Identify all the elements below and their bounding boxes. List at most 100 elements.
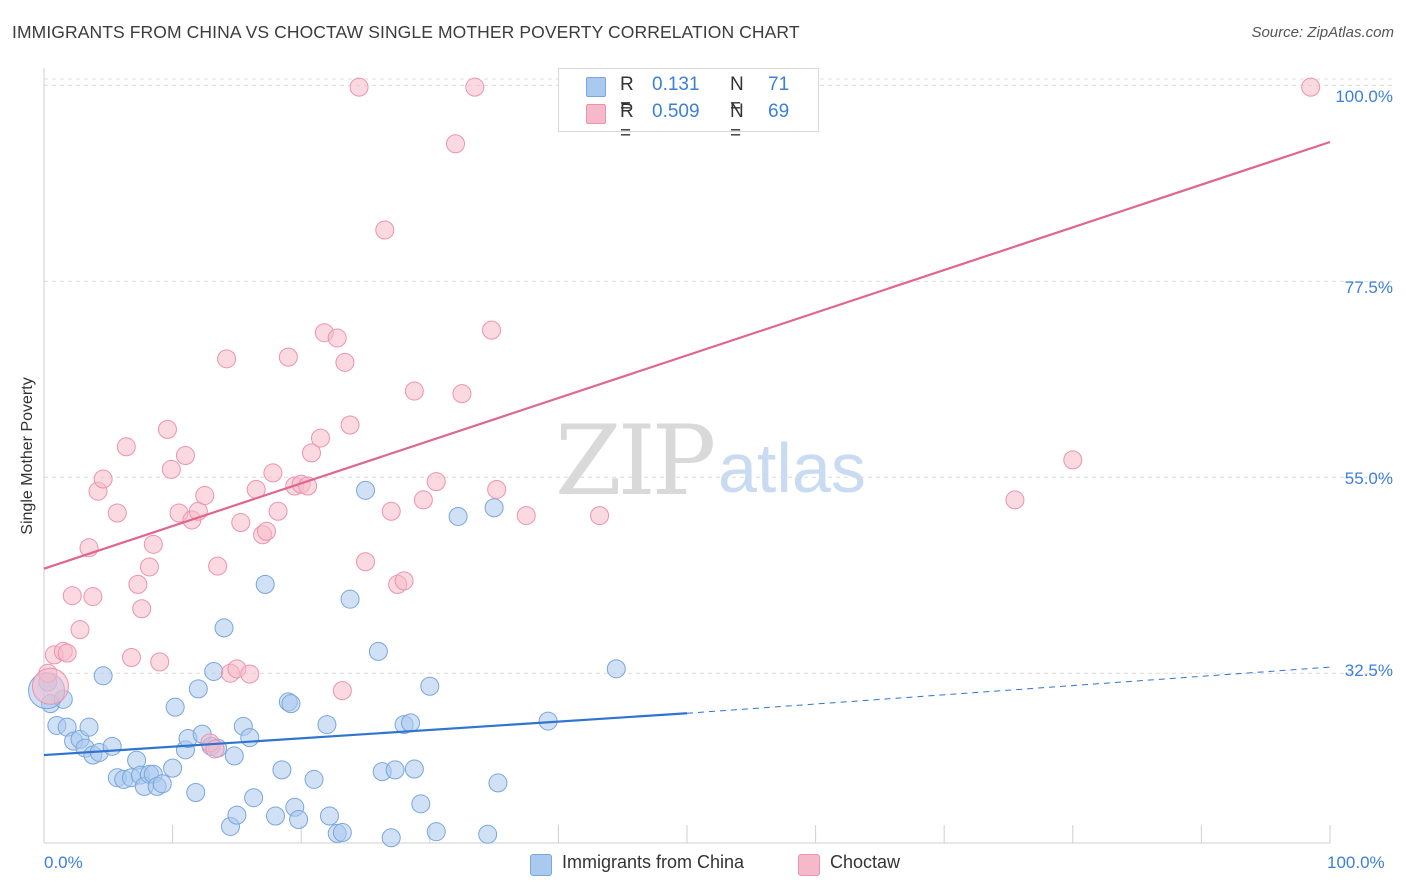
china-legend-label: Immigrants from China [562, 852, 745, 872]
china-point [488, 773, 508, 793]
x-tick-label: 100.0% [1327, 853, 1385, 872]
china-point [93, 666, 113, 686]
choctaw-point [375, 220, 395, 240]
china-point [272, 760, 292, 780]
china-point [255, 574, 275, 594]
choctaw-point [31, 667, 69, 705]
choctaw-point [217, 349, 237, 369]
choctaw-point [195, 486, 215, 506]
choctaw-point [482, 320, 502, 340]
choctaw-point [93, 469, 113, 489]
choctaw-point [150, 652, 170, 672]
n-value: 71 [768, 74, 790, 95]
x-tick-label: 0.0% [44, 853, 83, 872]
china-point [163, 758, 183, 778]
china-point [368, 641, 388, 661]
china-point [385, 760, 405, 780]
china-point [79, 717, 99, 737]
choctaw-point [107, 503, 127, 523]
china-point [265, 806, 285, 826]
y-axis-label: Single Mother Poverty [19, 377, 36, 535]
choctaw-point [446, 134, 466, 154]
china-point [340, 589, 360, 609]
china-legend-swatch [530, 854, 552, 876]
choctaw-point [310, 428, 330, 448]
n-label: N = [730, 74, 744, 117]
watermark-atlas: atlas [718, 429, 866, 507]
data-points [28, 77, 1321, 848]
china-point [448, 506, 468, 526]
n-label: N = [730, 101, 744, 144]
china-point [356, 480, 375, 500]
axes [43, 68, 1331, 844]
choctaw-point [516, 506, 536, 526]
r-value: 0.509 [652, 101, 700, 122]
y-tick-label: 100.0% [1335, 87, 1393, 106]
choctaw-point [116, 437, 136, 457]
choctaw-point [487, 479, 507, 499]
choctaw-swatch [586, 104, 606, 124]
china-point [102, 736, 122, 756]
china-point [411, 794, 431, 814]
choctaw-point [263, 463, 283, 483]
r-label: R = [620, 101, 634, 144]
choctaw-point [175, 446, 195, 465]
china-point [214, 618, 234, 638]
watermark-zip: ZIP [555, 405, 716, 517]
choctaw-point [349, 77, 369, 97]
choctaw-point [465, 77, 485, 97]
choctaw-point [404, 381, 424, 401]
choctaw-point [231, 513, 251, 533]
choctaw-point [301, 443, 321, 463]
china-point [224, 746, 244, 766]
china-trend-line [43, 712, 688, 757]
r-label: R = [620, 74, 634, 117]
choctaw-point [240, 664, 260, 684]
choctaw-point [381, 501, 401, 521]
china-point [317, 715, 337, 735]
choctaw-point [278, 347, 298, 367]
grid-lines [44, 78, 1395, 674]
china-swatch [586, 77, 606, 97]
choctaw-point [268, 501, 288, 521]
choctaw-trend-line [43, 140, 1331, 570]
china-point [484, 498, 504, 518]
choctaw-point [340, 415, 360, 435]
choctaw-point [121, 648, 141, 668]
choctaw-point [590, 506, 610, 526]
choctaw-point [128, 574, 148, 594]
china-point [289, 809, 309, 829]
china-point [319, 806, 339, 826]
choctaw-point [70, 620, 90, 640]
trend-lines [43, 140, 1331, 757]
source-label: Source: ZipAtlas.com [1251, 24, 1394, 41]
choctaw-point [143, 534, 163, 554]
choctaw-point [1005, 490, 1025, 510]
r-value: 0.131 [652, 74, 700, 95]
choctaw-point [452, 384, 472, 404]
choctaw-point [394, 571, 414, 591]
china-trend-extension [686, 666, 1331, 714]
china-point [227, 805, 247, 825]
china-point [304, 769, 324, 789]
choctaw-point [413, 490, 433, 510]
choctaw-legend-label: Choctaw [830, 852, 901, 872]
choctaw-point [161, 459, 181, 479]
chart-title: IMMIGRANTS FROM CHINA VS CHOCTAW SINGLE … [12, 22, 800, 42]
china-point [165, 697, 185, 717]
china-point [401, 713, 421, 733]
china-point [478, 824, 498, 844]
choctaw-point [208, 556, 228, 576]
china-point [240, 728, 260, 748]
china-point [420, 676, 440, 696]
china-point [381, 828, 401, 848]
choctaw-point [1063, 450, 1083, 470]
china-point [426, 822, 446, 842]
y-tick-label: 77.5% [1344, 278, 1393, 297]
china-point [281, 694, 301, 714]
choctaw-point [83, 587, 103, 607]
stats-legend: R = 0.131 N = 71 R = 0.509 N = 69 [558, 68, 819, 144]
china-point [204, 661, 224, 681]
choctaw-point [57, 643, 77, 663]
choctaw-point [139, 557, 159, 577]
